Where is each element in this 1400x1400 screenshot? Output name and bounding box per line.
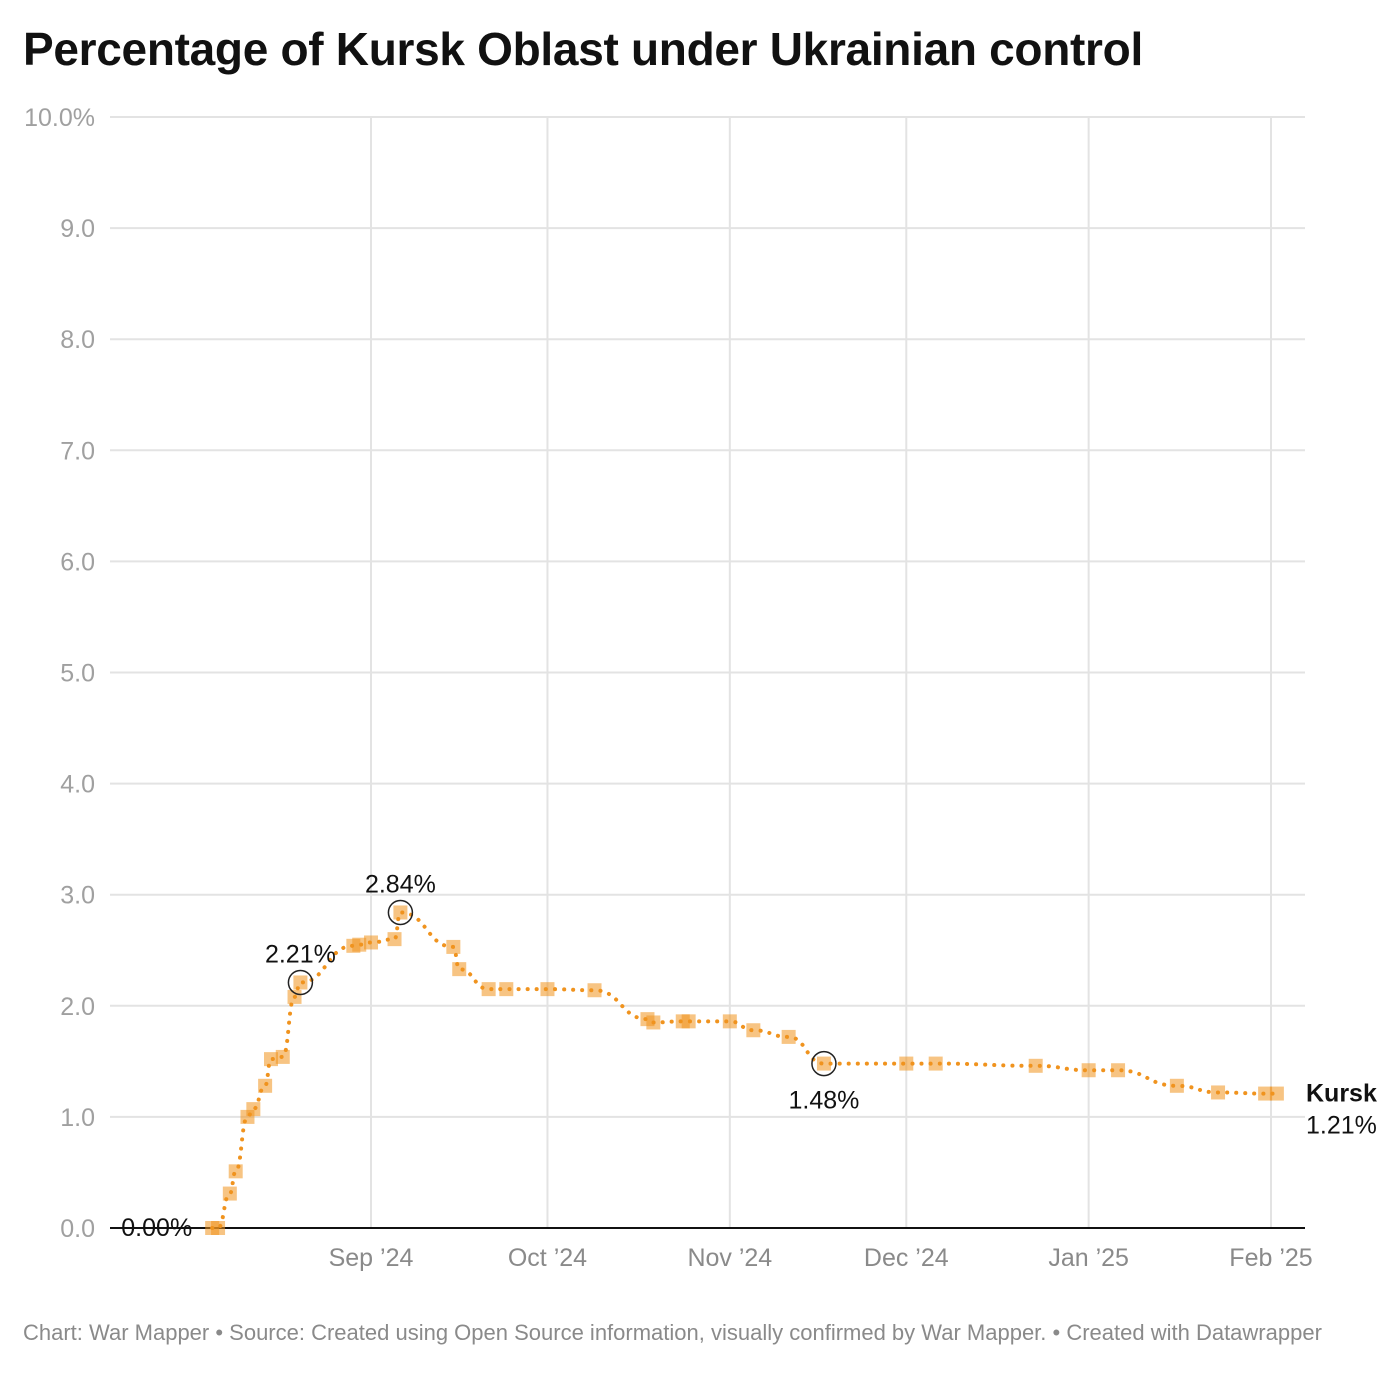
data-point [1028,1058,1043,1073]
y-tick-label: 4.0 [60,771,95,799]
data-point [387,932,402,947]
annotation-circle [287,969,314,996]
x-tick-label: Feb ’25 [1229,1244,1312,1272]
annotation-label: 2.21% [265,940,336,968]
y-tick-label: 0.0 [60,1215,95,1243]
y-tick-label: 1.0 [60,1104,95,1132]
series-end-value: 1.21% [1306,1112,1377,1140]
y-tick-label: 3.0 [60,882,95,910]
y-tick-label: 5.0 [60,660,95,688]
data-point [481,982,496,997]
y-tick-label: 6.0 [60,548,95,576]
data-point [1169,1078,1184,1093]
series-line [210,910,1279,1231]
annotation-label: 1.48% [788,1087,859,1115]
data-point [499,982,514,997]
data-point [1081,1063,1096,1078]
x-tick-label: Jan ’25 [1048,1244,1129,1272]
series-label: Kursk [1306,1080,1377,1108]
chart-title: Percentage of Kursk Oblast under Ukraini… [23,23,1143,75]
y-tick-label: 9.0 [60,215,95,243]
y-tick-label: 8.0 [60,326,95,354]
y-tick-label: 7.0 [60,437,95,465]
data-point [1269,1086,1284,1101]
data-point [681,1014,696,1029]
data-point [722,1014,737,1029]
data-point [264,1052,278,1067]
annotation-circle [811,1050,837,1077]
data-point [928,1056,943,1071]
data-point [352,937,367,952]
data-point [228,1164,243,1179]
y-tick-label: 10.0% [24,104,95,132]
x-tick-label: Nov ’24 [687,1244,772,1272]
line-chart: Sep ’24 Oct ’24 Nov ’24 Dec ’24 Jan ’25 Feb ’… [24,104,1377,1272]
y-tick-label: 2.0 [60,993,95,1021]
x-tick-label: Dec ’24 [864,1244,949,1272]
x-tick-label: Sep ’24 [329,1244,414,1272]
annotation-label: 0.00% [121,1214,192,1242]
data-point [393,905,408,920]
chart-footer: Chart: War Mapper • Source: Created usin… [23,1320,1322,1345]
x-tick-label: Oct ’24 [508,1244,587,1272]
data-point [587,983,602,998]
annotation-label: 2.84% [365,870,436,898]
data-point [1111,1063,1126,1078]
annotation-circle [387,899,414,926]
